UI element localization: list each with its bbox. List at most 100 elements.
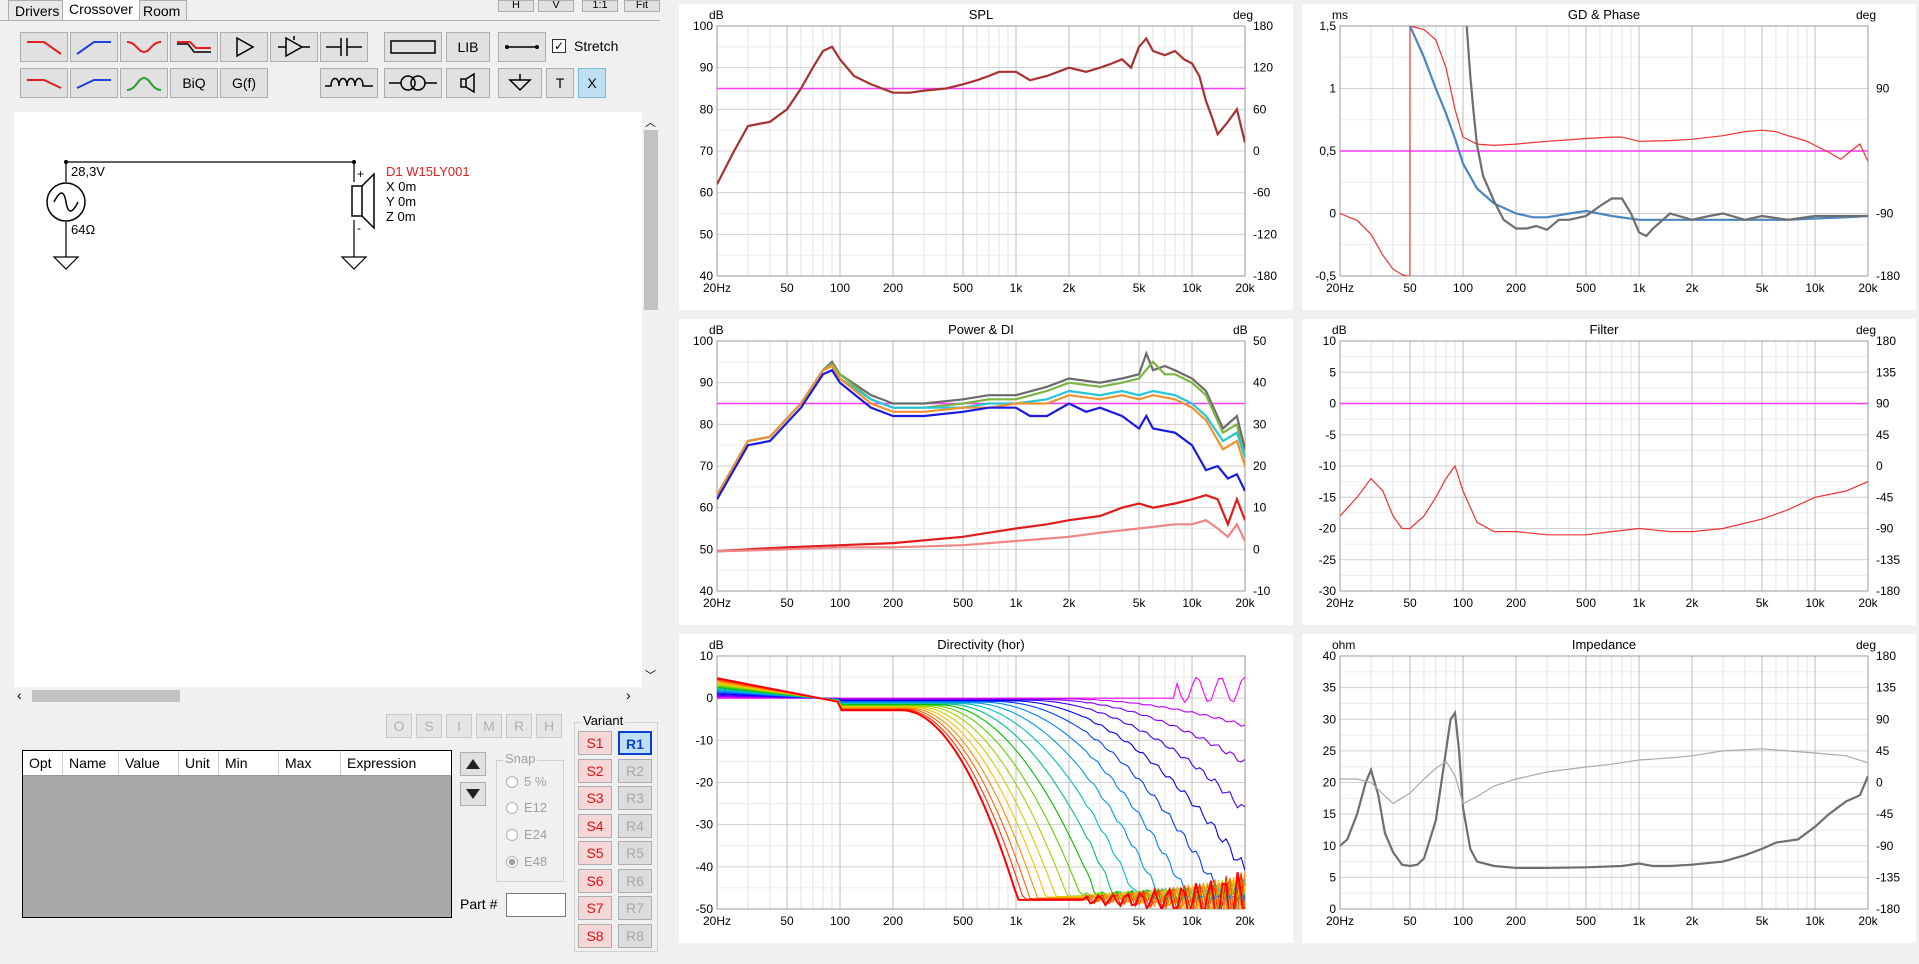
y-tick-label: 40 bbox=[1323, 649, 1337, 663]
view-v-button[interactable]: V bbox=[538, 0, 574, 12]
x-tick-label: 100 bbox=[830, 281, 850, 295]
chart-5[interactable]: Impedance ohm deg 40 35 30 25 20 15 10 5 0 180 135 90 4… bbox=[1302, 634, 1916, 943]
tab-crossover[interactable]: Crossover bbox=[62, 0, 140, 20]
highpass-blue-2-button[interactable] bbox=[70, 68, 118, 98]
variant-r3-button[interactable]: R3 bbox=[618, 786, 652, 810]
capacitor-button[interactable] bbox=[320, 32, 368, 62]
driver-symbol[interactable]: + - bbox=[351, 162, 375, 237]
delete-x-button[interactable]: X bbox=[578, 68, 606, 98]
series-line bbox=[1465, 26, 1868, 238]
scroll-thumb[interactable] bbox=[644, 130, 658, 310]
snap-e24-radio[interactable]: E24 bbox=[506, 827, 547, 842]
y2-tick-label: 90 bbox=[1876, 82, 1890, 96]
variant-s1-button[interactable]: S1 bbox=[578, 731, 612, 755]
x-tick-label: 50 bbox=[1403, 596, 1417, 610]
y-tick-label: 90 bbox=[700, 376, 714, 390]
variant-r8-button[interactable]: R8 bbox=[618, 923, 652, 948]
x-tick-label: 100 bbox=[830, 914, 850, 928]
inductor-icon bbox=[325, 77, 373, 87]
schematic-canvas[interactable]: + - 28,3V 64Ω D1 W15LY001 X 0m Y 0m Z 0m bbox=[14, 112, 642, 687]
variant-s6-button[interactable]: S6 bbox=[578, 868, 612, 893]
snap-e12-radio[interactable]: E12 bbox=[506, 800, 547, 815]
tab-drivers[interactable]: Drivers bbox=[8, 0, 67, 20]
variant-r5-button[interactable]: R5 bbox=[618, 841, 652, 865]
view-h-button[interactable]: H bbox=[498, 0, 534, 12]
resistor-button[interactable] bbox=[384, 32, 442, 62]
x-tick-label: 2k bbox=[1063, 914, 1077, 928]
chart-4[interactable]: Directivity (hor) dB 10 0 -10 -20 -30 -40 -50 20H… bbox=[679, 634, 1293, 943]
wire-button[interactable] bbox=[498, 32, 546, 62]
variant-s7-button[interactable]: S7 bbox=[578, 896, 612, 920]
buffer-button[interactable] bbox=[270, 32, 318, 62]
zoom-1to1-button[interactable]: 1:1 bbox=[582, 0, 618, 12]
chart-0[interactable]: SPL dB deg 100 90 80 70 60 50 40 180 120 60 0 -60 -120 -… bbox=[679, 4, 1293, 310]
y2-axis-label: deg bbox=[1856, 8, 1876, 22]
lowpass-red-button[interactable] bbox=[20, 32, 68, 62]
ground-icon bbox=[340, 237, 368, 270]
inductor-button[interactable] bbox=[320, 68, 378, 98]
voltage-source[interactable] bbox=[46, 160, 86, 237]
h-button[interactable]: H bbox=[536, 714, 562, 738]
chevron-up-icon[interactable]: ︿ bbox=[645, 117, 656, 129]
highpass-blue-button[interactable] bbox=[70, 32, 118, 62]
move-down-button[interactable] bbox=[460, 782, 486, 806]
scroll-thumb[interactable] bbox=[32, 690, 180, 702]
text-button[interactable]: T bbox=[546, 68, 574, 98]
variant-s5-button[interactable]: S5 bbox=[578, 841, 612, 865]
s-button[interactable]: S bbox=[416, 714, 442, 738]
r-button[interactable]: R bbox=[506, 714, 532, 738]
schematic-vertical-scrollbar[interactable]: ︿ ﹀ bbox=[642, 112, 660, 687]
m-button[interactable]: M bbox=[476, 714, 502, 738]
optimizer-table[interactable]: Opt Name Value Unit Min Max Expression bbox=[22, 750, 452, 918]
chart-2[interactable]: Power & DI dB dB 100 90 80 70 60 50 40 50 40 30 20 10 0… bbox=[679, 319, 1293, 625]
chevron-down-icon[interactable]: ﹀ bbox=[645, 670, 656, 682]
variant-s2-button[interactable]: S2 bbox=[578, 758, 612, 783]
chart-1[interactable]: GD & Phase ms deg 1,5 1 0,5 0 -0,5 90 -90 -180 20Hz… bbox=[1302, 4, 1916, 310]
stretch-checkbox[interactable]: ✓ bbox=[552, 39, 566, 53]
plot-frame bbox=[1339, 655, 1869, 910]
variant-r1-button[interactable]: R1 bbox=[618, 731, 652, 755]
variant-r2-button[interactable]: R2 bbox=[618, 758, 652, 783]
y-tick-label: 10 bbox=[1323, 839, 1337, 853]
snap-5pct-radio[interactable]: 5 % bbox=[506, 774, 546, 789]
driver-button[interactable] bbox=[446, 68, 490, 98]
col-max: Max bbox=[279, 751, 341, 775]
biquad-button[interactable]: BiQ bbox=[170, 68, 218, 98]
chevron-right-icon[interactable]: › bbox=[626, 687, 631, 703]
snap-e48-radio[interactable]: E48 bbox=[506, 854, 547, 869]
y-tick-label: 0 bbox=[1329, 207, 1336, 221]
lib-button[interactable]: LIB bbox=[446, 32, 490, 62]
x-tick-label: 200 bbox=[883, 281, 903, 295]
bandstop-red-button[interactable] bbox=[120, 32, 168, 62]
variant-r6-button[interactable]: R6 bbox=[618, 868, 652, 893]
shelf-button[interactable] bbox=[170, 32, 218, 62]
x-tick-label: 10k bbox=[1182, 281, 1202, 295]
amplifier-button[interactable] bbox=[220, 32, 268, 62]
chevron-left-icon[interactable]: ‹ bbox=[17, 687, 22, 703]
fit-button[interactable]: Fit bbox=[624, 0, 660, 12]
schematic-horizontal-scrollbar[interactable]: ‹ › bbox=[14, 687, 642, 705]
move-up-button[interactable] bbox=[460, 752, 486, 776]
chart-3[interactable]: Filter dB deg 10 5 0 -5 -10 -15 -20 -25 -30 180 135 90… bbox=[1302, 319, 1916, 625]
transformer-button[interactable] bbox=[384, 68, 442, 98]
o-button[interactable]: O bbox=[386, 714, 412, 738]
transfer-function-button[interactable]: G(f) bbox=[220, 68, 268, 98]
i-button[interactable]: I bbox=[446, 714, 472, 738]
bandpass-green-button[interactable] bbox=[120, 68, 168, 98]
y-tick-label: 60 bbox=[700, 501, 714, 515]
variant-r4-button[interactable]: R4 bbox=[618, 813, 652, 838]
y-tick-label: 50 bbox=[700, 542, 714, 556]
ground-button[interactable] bbox=[498, 68, 542, 98]
y-tick-label: 0 bbox=[706, 691, 713, 705]
tab-room[interactable]: Room bbox=[136, 0, 188, 20]
variant-s4-button[interactable]: S4 bbox=[578, 813, 612, 838]
y-tick-label: 100 bbox=[693, 19, 713, 33]
x-tick-label: 5k bbox=[1133, 596, 1147, 610]
driver-name: D1 W15LY001 bbox=[386, 164, 470, 179]
part-number-input[interactable] bbox=[506, 893, 566, 917]
variant-s8-button[interactable]: S8 bbox=[578, 923, 612, 948]
variant-s3-button[interactable]: S3 bbox=[578, 786, 612, 810]
variant-r7-button[interactable]: R7 bbox=[618, 896, 652, 920]
y2-tick-label: -45 bbox=[1876, 490, 1894, 504]
lowpass-red-2-button[interactable] bbox=[20, 68, 68, 98]
